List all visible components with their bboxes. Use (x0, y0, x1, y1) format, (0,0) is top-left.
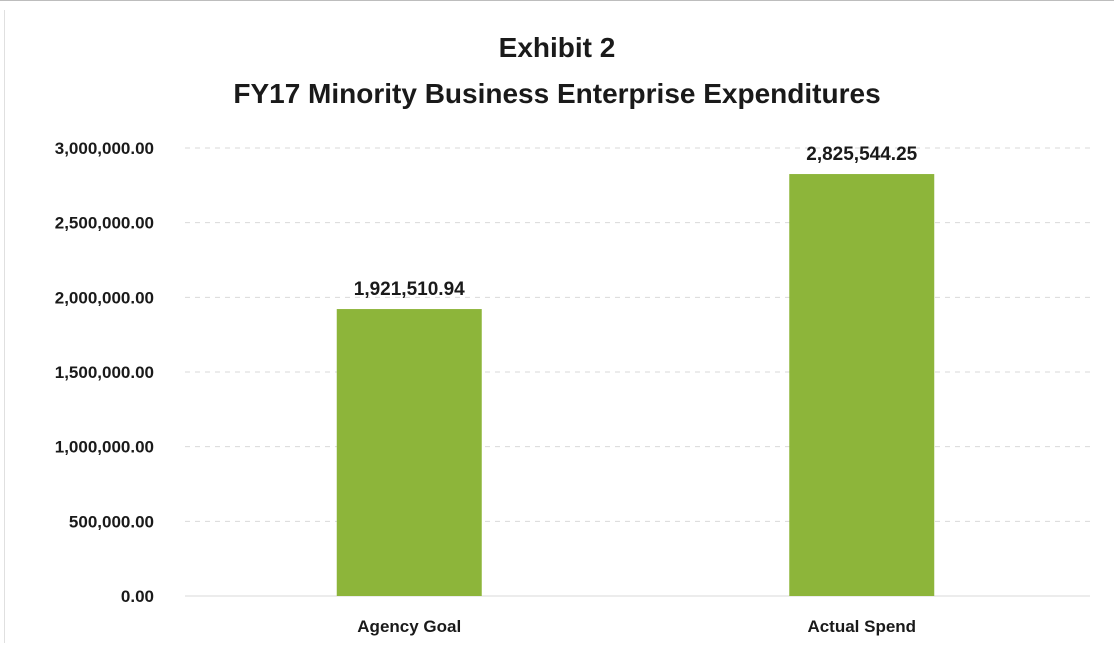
bar-actual-spend (789, 174, 935, 596)
chart-subtitle: FY17 Minority Business Enterprise Expend… (233, 78, 881, 109)
gridlines (185, 147, 1090, 597)
bars (336, 174, 935, 596)
data-label: 1,921,510.94 (354, 279, 465, 300)
y-tick-label: 3,000,000.00 (55, 139, 154, 158)
y-tick-label: 1,500,000.00 (55, 363, 154, 382)
category-label: Actual Spend (807, 617, 916, 636)
y-tick-label: 500,000.00 (69, 512, 154, 531)
y-tick-label: 1,000,000.00 (55, 438, 154, 457)
y-tick-label: 0.00 (121, 587, 154, 606)
y-tick-label: 2,000,000.00 (55, 288, 154, 307)
bar-agency-goal (336, 309, 482, 596)
category-label: Agency Goal (357, 617, 461, 636)
y-axis-ticks: 0.00 500,000.00 1,000,000.00 1,500,000.00 2,… (55, 139, 154, 606)
data-labels: 1,921,510.94 2,825,544.25 (354, 144, 918, 300)
data-label: 2,825,544.25 (806, 144, 917, 165)
chart-title: Exhibit 2 (498, 32, 616, 63)
y-tick-label: 2,500,000.00 (55, 214, 154, 233)
category-labels: Agency Goal Actual Spend (357, 617, 916, 636)
